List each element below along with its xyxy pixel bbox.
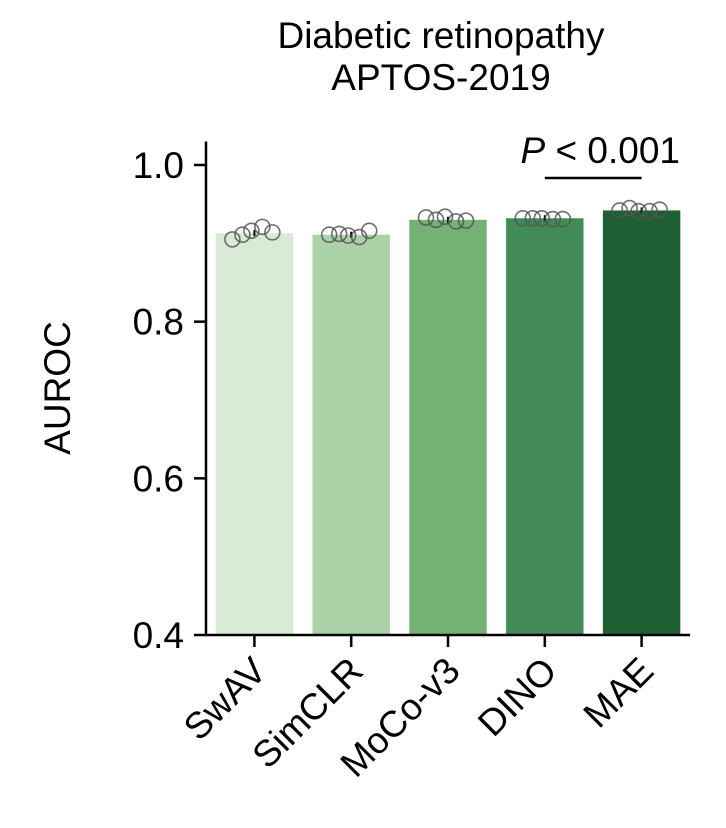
data-point <box>254 218 271 236</box>
data-point <box>524 209 542 227</box>
bar <box>312 234 390 635</box>
data-point <box>330 225 348 243</box>
data-point <box>264 224 281 241</box>
chart-title-line: Diabetic retinopathy <box>277 15 605 56</box>
significance-annotation: P < 0.001 <box>521 130 680 180</box>
x-tick-label: MAE <box>576 650 662 736</box>
data-point <box>533 209 551 227</box>
bar <box>602 210 681 635</box>
data-point <box>360 222 378 240</box>
data-points <box>224 199 668 248</box>
data-point <box>243 222 260 240</box>
y-tick-label: 0.4 <box>133 615 184 656</box>
y-tick-label: 0.6 <box>133 458 184 499</box>
data-point <box>544 210 562 228</box>
data-point <box>234 226 251 244</box>
y-tick-label: 1.0 <box>133 145 184 186</box>
data-point <box>447 213 465 230</box>
data-point <box>641 202 658 220</box>
bar <box>215 233 294 635</box>
data-point <box>417 209 435 226</box>
bar <box>506 218 584 635</box>
data-point <box>224 231 241 248</box>
y-axis-label: AUROC <box>37 321 78 455</box>
data-point <box>427 211 445 229</box>
bar <box>409 219 487 636</box>
data-point <box>611 202 628 219</box>
data-point <box>554 210 572 228</box>
chart-title-line: APTOS-2019 <box>331 57 550 98</box>
y-tick-label: 0.8 <box>133 302 184 343</box>
data-point <box>339 227 357 244</box>
data-point <box>651 201 668 218</box>
p-value-label: P < 0.001 <box>521 130 680 171</box>
x-tick-label: DINO <box>470 650 564 744</box>
data-point <box>621 199 638 217</box>
data-point <box>514 209 532 227</box>
data-point <box>457 212 475 229</box>
data-point <box>320 226 338 244</box>
data-point <box>436 208 454 225</box>
data-point <box>630 202 647 220</box>
bars <box>215 207 681 636</box>
